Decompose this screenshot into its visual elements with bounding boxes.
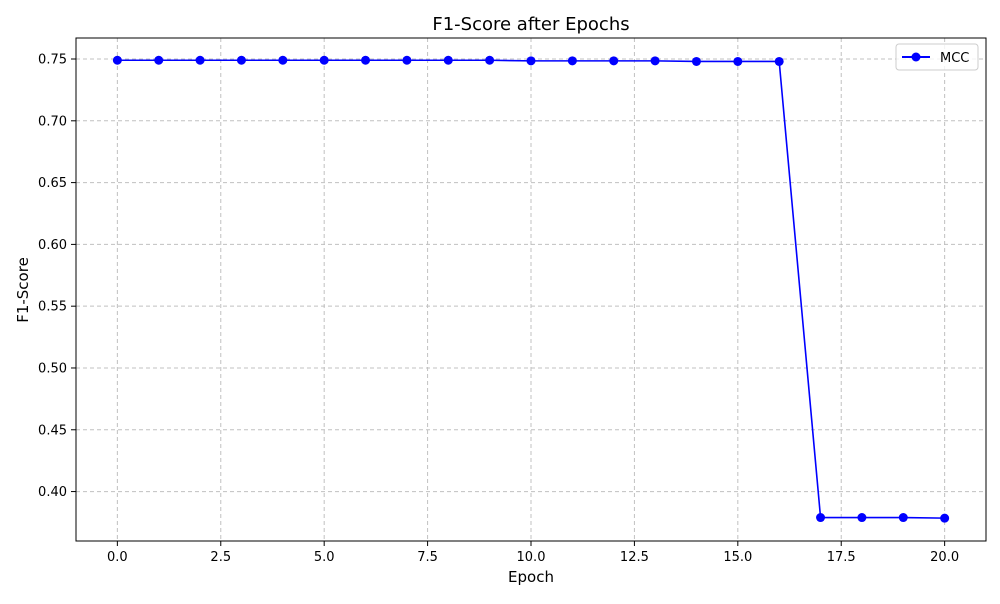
data-point-marker bbox=[112, 55, 122, 65]
series-layer bbox=[112, 55, 950, 523]
grid-lines bbox=[76, 38, 986, 541]
data-point-marker bbox=[278, 55, 288, 65]
data-point-marker bbox=[609, 56, 619, 66]
data-point-marker bbox=[898, 513, 908, 523]
data-point-marker bbox=[236, 55, 246, 65]
axis-ticks: 0.0 2.5 5.0 7.5 10.0 12.5 15.0 17.5 20.0 0.40 0.45… bbox=[38, 53, 959, 565]
x-tick-label: 5.0 bbox=[314, 550, 335, 565]
x-tick-label: 17.5 bbox=[827, 550, 856, 565]
data-point-marker bbox=[195, 55, 205, 65]
data-point-marker bbox=[774, 56, 784, 66]
y-tick-label: 0.40 bbox=[38, 485, 67, 500]
data-point-marker bbox=[567, 56, 577, 66]
legend-label: MCC bbox=[940, 51, 969, 66]
data-point-marker bbox=[526, 56, 536, 66]
data-point-marker bbox=[816, 513, 826, 523]
data-point-marker bbox=[154, 55, 164, 65]
x-tick-label: 15.0 bbox=[723, 550, 752, 565]
x-axis-title: Epoch bbox=[508, 568, 554, 586]
x-tick-label: 2.5 bbox=[210, 550, 231, 565]
legend-box bbox=[895, 43, 979, 71]
data-point-marker bbox=[650, 56, 660, 66]
x-tick-label: 0.0 bbox=[107, 550, 128, 565]
data-point-marker bbox=[857, 513, 867, 523]
y-tick-label: 0.60 bbox=[38, 238, 67, 253]
series-line bbox=[117, 59, 945, 519]
data-point-marker bbox=[443, 55, 453, 65]
data-point-marker bbox=[940, 513, 950, 523]
y-tick-label: 0.45 bbox=[38, 423, 67, 438]
data-point-marker bbox=[691, 56, 701, 66]
x-tick-label: 10.0 bbox=[517, 550, 546, 565]
y-tick-label: 0.75 bbox=[38, 53, 67, 68]
chart-title: F1-Score after Epochs bbox=[432, 14, 629, 35]
y-axis-title: F1-Score bbox=[14, 257, 32, 323]
x-tick-label: 12.5 bbox=[620, 550, 649, 565]
data-point-marker bbox=[319, 55, 329, 65]
data-point-marker bbox=[402, 55, 412, 65]
x-tick-label: 7.5 bbox=[417, 550, 438, 565]
legend: MCC bbox=[895, 43, 979, 71]
y-tick-label: 0.50 bbox=[38, 361, 67, 376]
x-tick-label: 20.0 bbox=[930, 550, 959, 565]
data-point-marker bbox=[733, 56, 743, 66]
y-tick-label: 0.55 bbox=[38, 300, 67, 315]
data-point-marker bbox=[485, 55, 495, 65]
y-tick-label: 0.70 bbox=[38, 114, 67, 129]
y-tick-label: 0.65 bbox=[38, 176, 67, 191]
data-point-marker bbox=[361, 55, 371, 65]
legend-marker-swatch bbox=[911, 52, 921, 62]
